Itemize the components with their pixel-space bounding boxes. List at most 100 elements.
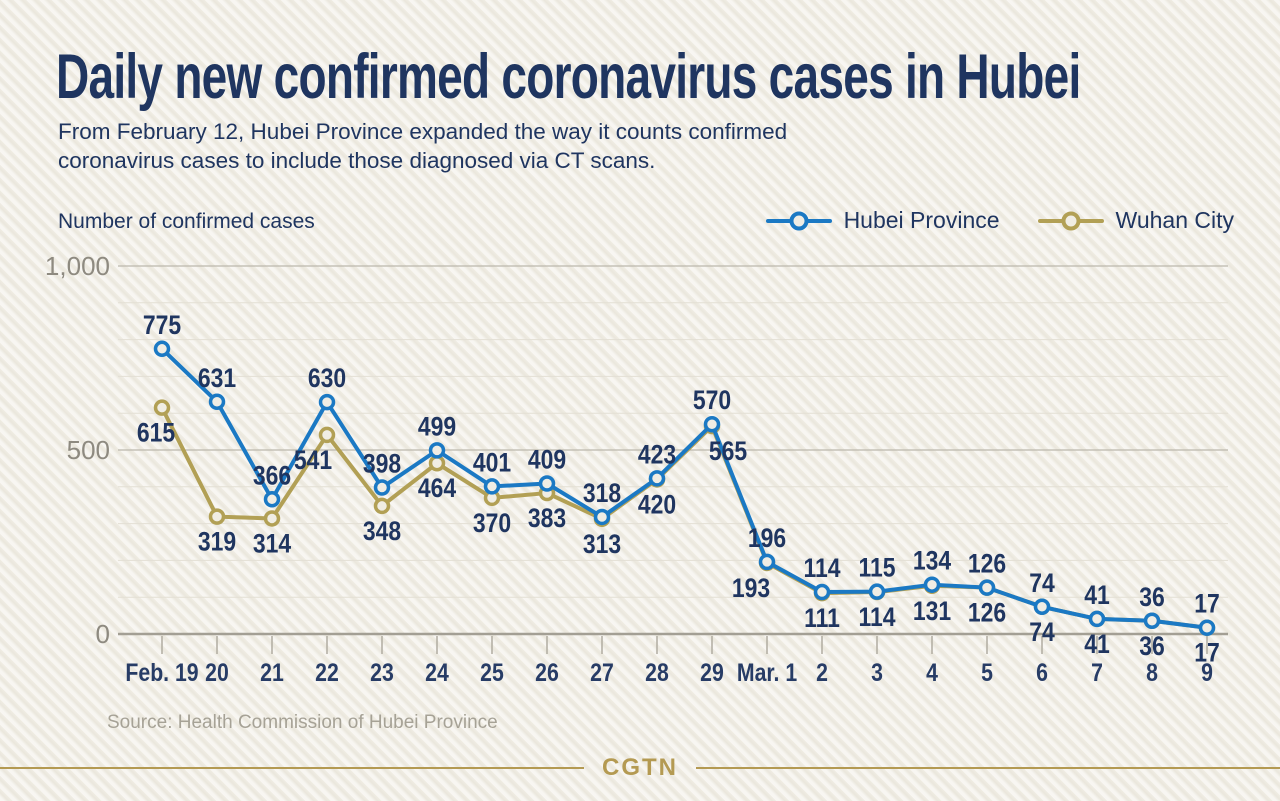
y-axis-title: Number of confirmed cases	[58, 210, 315, 233]
x-tick-label: 9	[1201, 658, 1213, 686]
x-tick-label: 29	[700, 658, 724, 686]
data-label-wuhan-city: 348	[363, 516, 401, 546]
data-point-hubei-province	[373, 479, 391, 496]
data-label-wuhan-city: 126	[968, 598, 1006, 628]
data-label-wuhan-city: 74	[1029, 617, 1055, 647]
subtitle: From February 12, Hubei Province expande…	[58, 117, 787, 175]
data-point-hubei-province	[153, 340, 171, 358]
x-tick-label: 23	[370, 658, 394, 686]
y-tick-label: 500	[67, 435, 110, 465]
data-point-hubei-province	[1088, 610, 1106, 628]
data-label-hubei-province: 630	[308, 363, 346, 393]
x-tick-label: 5	[981, 658, 993, 686]
data-point-hubei-province	[868, 583, 886, 600]
data-label-hubei-province: 196	[748, 523, 786, 553]
data-label-hubei-province: 499	[418, 412, 456, 442]
data-label-hubei-province: 570	[693, 385, 731, 415]
x-tick-label: 28	[645, 658, 669, 686]
x-tick-label: 7	[1091, 658, 1103, 686]
data-label-wuhan-city: 41	[1084, 629, 1110, 659]
legend-item-hubei-province: Hubei Province	[765, 207, 1000, 234]
data-label-hubei-province: 409	[528, 445, 566, 475]
data-point-hubei-province	[648, 470, 666, 487]
series-line-hubei-province	[160, 346, 1209, 630]
legend: Hubei Province Wuhan City	[765, 207, 1234, 234]
subtitle-line-2: coronavirus cases to include those diagn…	[58, 148, 656, 173]
data-point-hubei-province	[923, 576, 941, 593]
data-label-wuhan-city: 370	[473, 508, 511, 538]
data-label-wuhan-city: 111	[804, 603, 840, 633]
data-label-hubei-province: 126	[968, 549, 1006, 579]
data-label-hubei-province: 41	[1084, 580, 1110, 610]
data-point-hubei-province	[813, 583, 831, 601]
data-point-hubei-province	[318, 393, 336, 411]
data-label-wuhan-city: 131	[913, 596, 951, 626]
subtitle-line-1: From February 12, Hubei Province expande…	[58, 119, 788, 144]
data-label-hubei-province: 36	[1139, 582, 1165, 612]
data-label-hubei-province: 114	[804, 553, 841, 583]
data-point-wuhan-city	[318, 426, 336, 444]
data-point-wuhan-city	[263, 510, 281, 527]
wuhan-line-marker-icon	[1037, 211, 1104, 230]
data-label-wuhan-city: 319	[198, 527, 236, 557]
x-tick-label: 21	[260, 658, 284, 686]
data-label-hubei-province: 775	[143, 310, 181, 340]
data-label-hubei-province: 115	[859, 553, 896, 583]
data-label-wuhan-city: 193	[732, 573, 770, 603]
data-point-hubei-province	[483, 478, 501, 495]
data-label-hubei-province: 631	[198, 363, 236, 393]
footer: CGTN	[0, 752, 1280, 784]
x-tick-label: 27	[590, 658, 614, 686]
data-point-hubei-province	[593, 508, 611, 526]
data-label-hubei-province: 398	[363, 449, 401, 479]
data-point-wuhan-city	[208, 508, 226, 525]
x-tick-label: 22	[315, 658, 339, 686]
hubei-line-marker-icon	[765, 211, 832, 230]
data-label-wuhan-city: 36	[1139, 631, 1165, 661]
data-label-wuhan-city: 464	[418, 473, 456, 503]
source-credit: Source: Health Commission of Hubei Provi…	[107, 712, 498, 733]
data-label-hubei-province: 366	[253, 461, 291, 491]
data-point-wuhan-city	[428, 454, 446, 472]
data-label-hubei-province: 134	[913, 546, 951, 576]
data-label-hubei-province: 74	[1029, 568, 1055, 598]
brand-logo: CGTN	[602, 754, 678, 781]
data-label-wuhan-city: 17	[1194, 638, 1220, 668]
data-label-hubei-province: 318	[583, 478, 621, 508]
line-chart: 0 500 1,000 Feb. 19 20 21 22 23 24 25 26 27 28 29 Mar.…	[0, 250, 1280, 700]
data-point-hubei-province	[538, 475, 556, 492]
x-tick-label: 2	[816, 658, 828, 686]
data-label-wuhan-city: 114	[859, 602, 896, 632]
data-point-hubei-province	[1198, 619, 1216, 636]
x-tick-label: 6	[1036, 658, 1048, 686]
wuhan-circle-marker-icon	[1061, 211, 1081, 230]
x-tick-label: 24	[425, 658, 449, 686]
data-point-hubei-province	[703, 415, 721, 433]
legend-item-wuhan-city: Wuhan City	[1037, 207, 1234, 234]
x-tick-label: 4	[926, 658, 938, 686]
x-tick-label: Feb. 19	[125, 658, 198, 686]
data-point-hubei-province	[758, 553, 776, 571]
x-tick-label: 20	[205, 658, 229, 686]
legend-label: Hubei Province	[843, 207, 1000, 233]
data-point-hubei-province	[978, 579, 996, 596]
x-tick-label: 26	[535, 658, 559, 686]
data-label-wuhan-city: 565	[709, 436, 747, 466]
y-tick-label: 1,000	[45, 251, 110, 281]
data-label-wuhan-city: 615	[137, 418, 175, 448]
data-label-wuhan-city: 383	[528, 503, 566, 533]
y-tick-label: 0	[96, 619, 110, 649]
footer-rule-right	[696, 767, 1280, 769]
data-point-wuhan-city	[373, 497, 391, 515]
data-point-wuhan-city	[153, 399, 171, 416]
data-point-hubei-province	[263, 491, 281, 508]
footer-rule-left	[0, 767, 584, 769]
data-point-hubei-province	[1033, 598, 1051, 616]
data-label-wuhan-city: 314	[253, 529, 291, 559]
data-label-wuhan-city: 313	[583, 529, 621, 559]
x-tick-label: Mar. 1	[737, 658, 797, 686]
data-label-wuhan-city: 420	[638, 490, 676, 520]
data-label-hubei-province: 17	[1194, 589, 1220, 619]
